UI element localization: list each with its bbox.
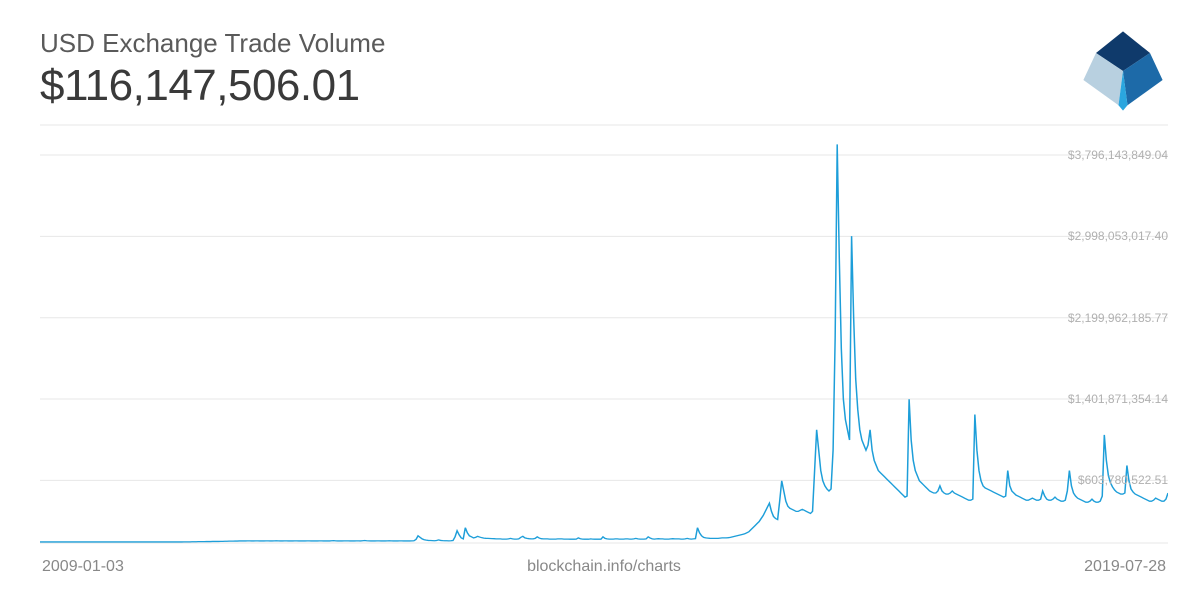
- blockchain-logo-icon: [1078, 26, 1168, 116]
- footer: 2009-01-03 blockchain.info/charts 2019-0…: [40, 558, 1168, 576]
- x-axis-start-label: 2009-01-03: [42, 558, 124, 576]
- chart-area: $3,796,143,849.04$2,998,053,017.40$2,199…: [40, 124, 1168, 544]
- chart-card: USD Exchange Trade Volume $116,147,506.0…: [0, 0, 1200, 600]
- source-label: blockchain.info/charts: [527, 558, 681, 576]
- chart-title: USD Exchange Trade Volume: [40, 28, 385, 59]
- x-axis-end-label: 2019-07-28: [1084, 558, 1166, 576]
- chart-value: $116,147,506.01: [40, 61, 385, 111]
- title-block: USD Exchange Trade Volume $116,147,506.0…: [40, 28, 385, 111]
- header: USD Exchange Trade Volume $116,147,506.0…: [40, 28, 1168, 116]
- line-chart: [40, 124, 1168, 544]
- volume-series-line: [40, 144, 1168, 542]
